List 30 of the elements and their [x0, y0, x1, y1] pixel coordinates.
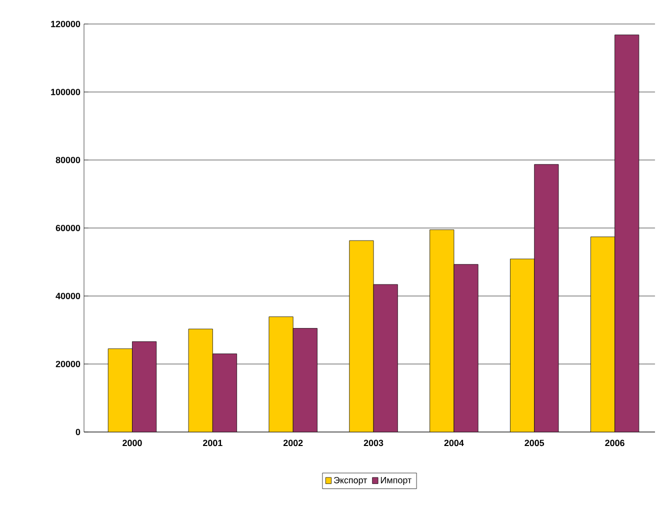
bar [349, 240, 374, 432]
bar [132, 341, 157, 432]
x-tick-label: 2001 [203, 440, 222, 446]
bar [590, 236, 615, 432]
y-tick-label: 100000 [51, 88, 80, 96]
y-tick-label: 80000 [56, 156, 80, 164]
bar [373, 284, 398, 432]
y-tick-label: 20000 [56, 360, 80, 368]
x-tick-label: 2005 [524, 440, 544, 446]
legend-label: Экспорт [334, 476, 368, 486]
y-tick-label: 60000 [56, 224, 80, 232]
x-tick-label: 2006 [605, 440, 624, 446]
bar [614, 34, 640, 432]
bar [292, 328, 318, 432]
y-tick-label: 120000 [51, 20, 80, 28]
y-tick-label: 40000 [56, 292, 80, 300]
bar [108, 348, 132, 432]
x-tick-label: 2000 [122, 440, 142, 446]
bar [212, 354, 237, 432]
legend-label: Импорт [380, 477, 412, 486]
bar [268, 316, 294, 432]
y-tick-label: 0 [76, 428, 80, 436]
bar [454, 264, 478, 432]
bar [510, 258, 535, 432]
bar [188, 328, 213, 432]
bar [534, 164, 559, 432]
bar [430, 230, 454, 432]
x-tick-label: 2002 [283, 440, 303, 446]
x-tick-label: 2003 [364, 440, 384, 446]
x-tick-label: 2004 [444, 440, 464, 446]
